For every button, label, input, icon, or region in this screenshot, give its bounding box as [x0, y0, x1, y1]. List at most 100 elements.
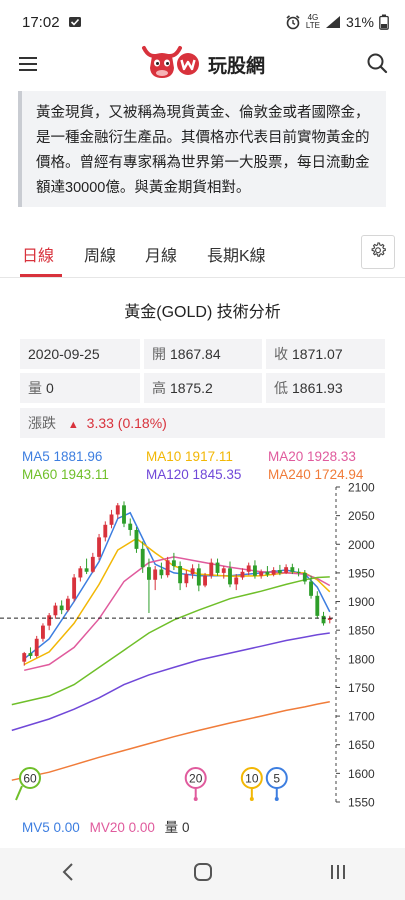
candle-body — [90, 556, 95, 572]
candle-body — [147, 567, 151, 580]
y-tick-label: 1950 — [348, 566, 375, 580]
candle-body — [140, 548, 145, 568]
volume-legend: MV5 0.00 MV20 0.00 量 0 — [22, 816, 189, 836]
y-tick-label: 1850 — [348, 624, 375, 638]
low-label: 低 — [274, 380, 288, 396]
marker-stem — [15, 785, 23, 801]
ma5-marker: 5 — [265, 767, 288, 801]
marker-dot — [193, 797, 198, 801]
chart-title: 黃金(GOLD) 技術分析 — [124, 304, 281, 321]
signal-icon — [325, 15, 341, 29]
vol-legend: 量 0 — [164, 820, 190, 835]
ma20-marker: 20 — [184, 767, 207, 801]
candle-body — [171, 560, 176, 567]
change-label: 漲跌 — [28, 415, 56, 431]
mv20-legend: MV20 0.00 — [89, 820, 155, 835]
candle-body — [28, 653, 33, 656]
candle-body — [153, 569, 158, 580]
hamburger-menu-icon[interactable] — [16, 52, 40, 76]
candle-body — [165, 560, 170, 576]
message-icon — [68, 15, 82, 29]
bull-logo-icon — [140, 44, 202, 85]
ma10-marker: 10 — [240, 767, 263, 801]
candle-body — [178, 566, 183, 584]
ma-line-ma20 — [24, 556, 331, 672]
candle-body — [84, 568, 89, 572]
recents-button[interactable] — [308, 854, 368, 894]
tab-monthly[interactable]: 月線 — [145, 248, 178, 265]
candle-body — [109, 514, 114, 525]
y-tick-label: 2100 — [348, 482, 375, 495]
candle-body — [184, 574, 189, 584]
candle-body — [290, 567, 295, 572]
candle-body — [134, 529, 139, 549]
system-nav-bar — [0, 848, 405, 900]
low-value: 1861.93 — [292, 380, 343, 396]
marker-dot — [249, 797, 254, 801]
quote-low-cell: 低 1861.93 — [266, 373, 385, 403]
candle-body — [302, 572, 307, 582]
back-button[interactable] — [38, 854, 98, 894]
change-value: 3.33 (0.18%) — [86, 415, 167, 431]
close-value: 1871.07 — [292, 346, 343, 362]
candle-body — [221, 568, 226, 573]
y-tick-label: 2000 — [348, 538, 375, 552]
y-tick-label: 1600 — [348, 767, 375, 781]
mv5-legend: MV5 0.00 — [22, 820, 80, 835]
app-header: 玩股網 — [0, 44, 405, 84]
y-tick-label: 1550 — [348, 796, 375, 810]
y-tick-label: 1800 — [348, 652, 375, 666]
period-tabs: 日線 周線 月線 長期K線 — [0, 228, 405, 278]
marker-label: 10 — [245, 772, 259, 786]
ma-line-ma5 — [23, 511, 331, 660]
high-value: 1875.2 — [170, 380, 213, 396]
candle-body — [240, 571, 245, 578]
candlestick-chart[interactable]: 2100 2050 2000 1950 1900 1850 1800 1750 1700 1650… — [0, 482, 405, 812]
tab-weekly[interactable]: 周線 — [84, 248, 117, 265]
ma5-legend: MA5 1881.96 — [22, 449, 103, 464]
candle-body — [122, 505, 126, 524]
candle-body — [53, 605, 58, 616]
y-tick-label: 2050 — [348, 509, 375, 523]
battery-icon — [379, 14, 389, 30]
marker-label: 5 — [273, 772, 280, 786]
quote-date: 2020-09-25 — [28, 346, 100, 362]
home-button[interactable] — [173, 854, 233, 894]
network-type-label: 4G LTE — [305, 13, 320, 30]
candle-body — [78, 568, 83, 578]
quote-change-cell: 漲跌 ▲ 3.33 (0.18%) — [20, 408, 385, 438]
candle-body — [47, 615, 52, 626]
y-tick-label: 1900 — [348, 595, 375, 609]
y-tick-label: 1700 — [348, 710, 375, 724]
tab-daily[interactable]: 日線 — [22, 248, 55, 265]
candle-body — [34, 638, 39, 656]
close-label: 收 — [274, 346, 288, 362]
search-icon[interactable] — [365, 51, 389, 75]
marker-label: 60 — [23, 772, 37, 786]
candle-body — [22, 653, 27, 662]
open-value: 1867.84 — [170, 346, 221, 362]
ma-line-ma120 — [11, 632, 330, 732]
up-arrow-icon: ▲ — [67, 419, 79, 431]
volume-label: 量 — [28, 380, 42, 396]
tab-long-term-k[interactable]: 長期K線 — [207, 248, 266, 265]
candle-body — [215, 562, 220, 573]
marker-circle — [19, 767, 41, 789]
candle-body — [41, 625, 45, 639]
back-icon — [60, 862, 76, 887]
battery-level: 31% — [345, 14, 374, 30]
brand-logo[interactable]: 玩股網 — [140, 44, 265, 85]
active-tab-indicator — [20, 274, 62, 277]
marker-label: 20 — [189, 772, 203, 786]
brand-name: 玩股網 — [207, 55, 265, 77]
chart-settings-button[interactable] — [361, 235, 395, 269]
candle-body — [265, 571, 270, 575]
ma-line-ma60 — [11, 576, 330, 706]
y-tick-label: 1750 — [348, 681, 375, 695]
candle-body — [228, 568, 232, 585]
ma240-legend: MA240 1724.94 — [268, 467, 364, 482]
candle-body — [196, 568, 201, 586]
candle-body — [277, 570, 282, 573]
candle-body — [203, 575, 207, 586]
quote-close-cell: 收 1871.07 — [266, 339, 385, 369]
